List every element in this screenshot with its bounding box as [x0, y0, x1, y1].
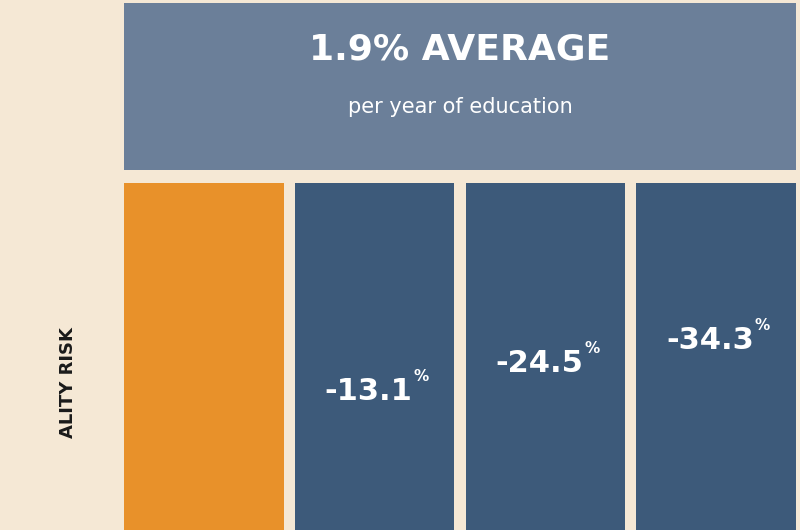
Bar — [124, 183, 284, 530]
Bar — [294, 183, 454, 530]
Text: per year of education: per year of education — [348, 98, 572, 117]
Bar — [466, 183, 626, 530]
Bar — [637, 183, 796, 530]
Text: -24.5: -24.5 — [495, 349, 583, 378]
Text: %: % — [755, 318, 770, 333]
Text: %: % — [584, 341, 599, 357]
Bar — [466, 183, 626, 530]
Text: -13.1: -13.1 — [324, 377, 412, 405]
Text: ALITY RISK: ALITY RISK — [59, 328, 77, 438]
Bar — [124, 3, 796, 170]
Text: 1.9% AVERAGE: 1.9% AVERAGE — [310, 32, 610, 66]
Text: -34.3: -34.3 — [666, 326, 754, 355]
Bar — [294, 183, 454, 530]
Bar — [637, 183, 796, 530]
Text: %: % — [414, 369, 429, 384]
